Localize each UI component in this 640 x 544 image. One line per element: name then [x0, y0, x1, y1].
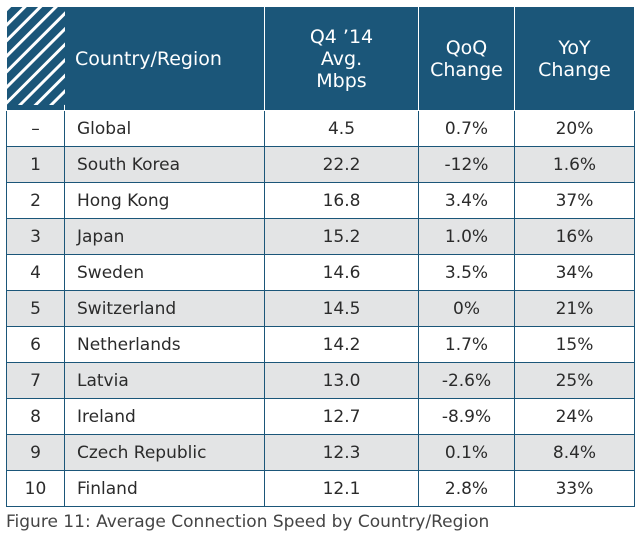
header-qoq-line-1: QoQ — [445, 36, 488, 59]
yoy-change-cell: 16% — [514, 218, 635, 255]
header-speed-line-3: Mbps — [316, 69, 367, 92]
header-speed-line-1: Q4 ’14 — [309, 25, 374, 48]
qoq-change-cell: 0% — [418, 290, 515, 327]
rank-cell: 5 — [6, 290, 65, 327]
qoq-change-cell: -2.6% — [418, 362, 515, 399]
table-row: 10 Finland 12.1 2.8% 33% — [6, 470, 635, 507]
rank-cell: – — [6, 110, 65, 147]
connection-speed-table-wrapper: Country/Region Q4 ’14 Avg. Mbps QoQ Chan… — [6, 6, 635, 507]
table-row: 8 Ireland 12.7 -8.9% 24% — [6, 398, 635, 435]
header-yoy-line-2: Change — [538, 58, 611, 81]
yoy-change-cell: 15% — [514, 326, 635, 363]
speed-cell: 12.1 — [264, 470, 419, 507]
qoq-change-cell: 3.4% — [418, 182, 515, 219]
qoq-change-cell: 1.7% — [418, 326, 515, 363]
speed-cell: 14.2 — [264, 326, 419, 363]
table-row: 3 Japan 15.2 1.0% 16% — [6, 218, 635, 255]
rank-cell: 1 — [6, 146, 65, 183]
speed-cell: 12.3 — [264, 434, 419, 471]
qoq-change-cell: 3.5% — [418, 254, 515, 291]
rank-cell: 3 — [6, 218, 65, 255]
qoq-change-cell: 1.0% — [418, 218, 515, 255]
header-row: Country/Region Q4 ’14 Avg. Mbps QoQ Chan… — [6, 6, 635, 111]
qoq-change-cell: 0.7% — [418, 110, 515, 147]
table-body: – Global 4.5 0.7% 20% 1 South Korea 22.2 -12% 1.6… — [6, 110, 635, 507]
yoy-change-cell: 20% — [514, 110, 635, 147]
qoq-change-cell: -12% — [418, 146, 515, 183]
country-cell: Latvia — [64, 362, 265, 399]
speed-cell: 4.5 — [264, 110, 419, 147]
qoq-change-cell: 0.1% — [418, 434, 515, 471]
speed-cell: 14.6 — [264, 254, 419, 291]
country-cell: Global — [64, 110, 265, 147]
country-cell: Japan — [64, 218, 265, 255]
table-header: Country/Region Q4 ’14 Avg. Mbps QoQ Chan… — [6, 6, 635, 111]
yoy-change-cell: 34% — [514, 254, 635, 291]
header-country: Country/Region — [64, 6, 265, 111]
table-row: 9 Czech Republic 12.3 0.1% 8.4% — [6, 434, 635, 471]
yoy-change-cell: 37% — [514, 182, 635, 219]
yoy-change-cell: 33% — [514, 470, 635, 507]
speed-cell: 16.8 — [264, 182, 419, 219]
country-cell: South Korea — [64, 146, 265, 183]
table-row: 7 Latvia 13.0 -2.6% 25% — [6, 362, 635, 399]
yoy-change-cell: 1.6% — [514, 146, 635, 183]
speed-cell: 12.7 — [264, 398, 419, 435]
country-cell: Switzerland — [64, 290, 265, 327]
country-cell: Hong Kong — [64, 182, 265, 219]
header-yoy-line-1: YoY — [558, 36, 591, 59]
hatch-pattern-cell — [6, 6, 65, 111]
figure-caption: Figure 11: Average Connection Speed by C… — [6, 512, 490, 532]
connection-speed-table: Country/Region Q4 ’14 Avg. Mbps QoQ Chan… — [6, 6, 635, 507]
table-row: 1 South Korea 22.2 -12% 1.6% — [6, 146, 635, 183]
speed-cell: 15.2 — [264, 218, 419, 255]
country-cell: Finland — [64, 470, 265, 507]
table-row: 4 Sweden 14.6 3.5% 34% — [6, 254, 635, 291]
header-yoy: YoY Change — [514, 6, 635, 111]
header-qoq-line-2: Change — [430, 58, 503, 81]
rank-cell: 6 — [6, 326, 65, 363]
qoq-change-cell: 2.8% — [418, 470, 515, 507]
yoy-change-cell: 25% — [514, 362, 635, 399]
qoq-change-cell: -8.9% — [418, 398, 515, 435]
header-qoq: QoQ Change — [418, 6, 515, 111]
country-cell: Netherlands — [64, 326, 265, 363]
rank-cell: 4 — [6, 254, 65, 291]
table-row: 6 Netherlands 14.2 1.7% 15% — [6, 326, 635, 363]
country-cell: Czech Republic — [64, 434, 265, 471]
table-row: 5 Switzerland 14.5 0% 21% — [6, 290, 635, 327]
rank-cell: 8 — [6, 398, 65, 435]
speed-cell: 22.2 — [264, 146, 419, 183]
rank-cell: 2 — [6, 182, 65, 219]
country-cell: Ireland — [64, 398, 265, 435]
table-row: 2 Hong Kong 16.8 3.4% 37% — [6, 182, 635, 219]
speed-cell: 14.5 — [264, 290, 419, 327]
rank-cell: 10 — [6, 470, 65, 507]
yoy-change-cell: 24% — [514, 398, 635, 435]
speed-cell: 13.0 — [264, 362, 419, 399]
yoy-change-cell: 21% — [514, 290, 635, 327]
header-speed: Q4 ’14 Avg. Mbps — [264, 6, 419, 111]
yoy-change-cell: 8.4% — [514, 434, 635, 471]
country-cell: Sweden — [64, 254, 265, 291]
table-row: – Global 4.5 0.7% 20% — [6, 110, 635, 147]
rank-cell: 7 — [6, 362, 65, 399]
header-speed-line-2: Avg. — [320, 47, 363, 70]
rank-cell: 9 — [6, 434, 65, 471]
diagonal-hatch-icon — [7, 7, 65, 105]
